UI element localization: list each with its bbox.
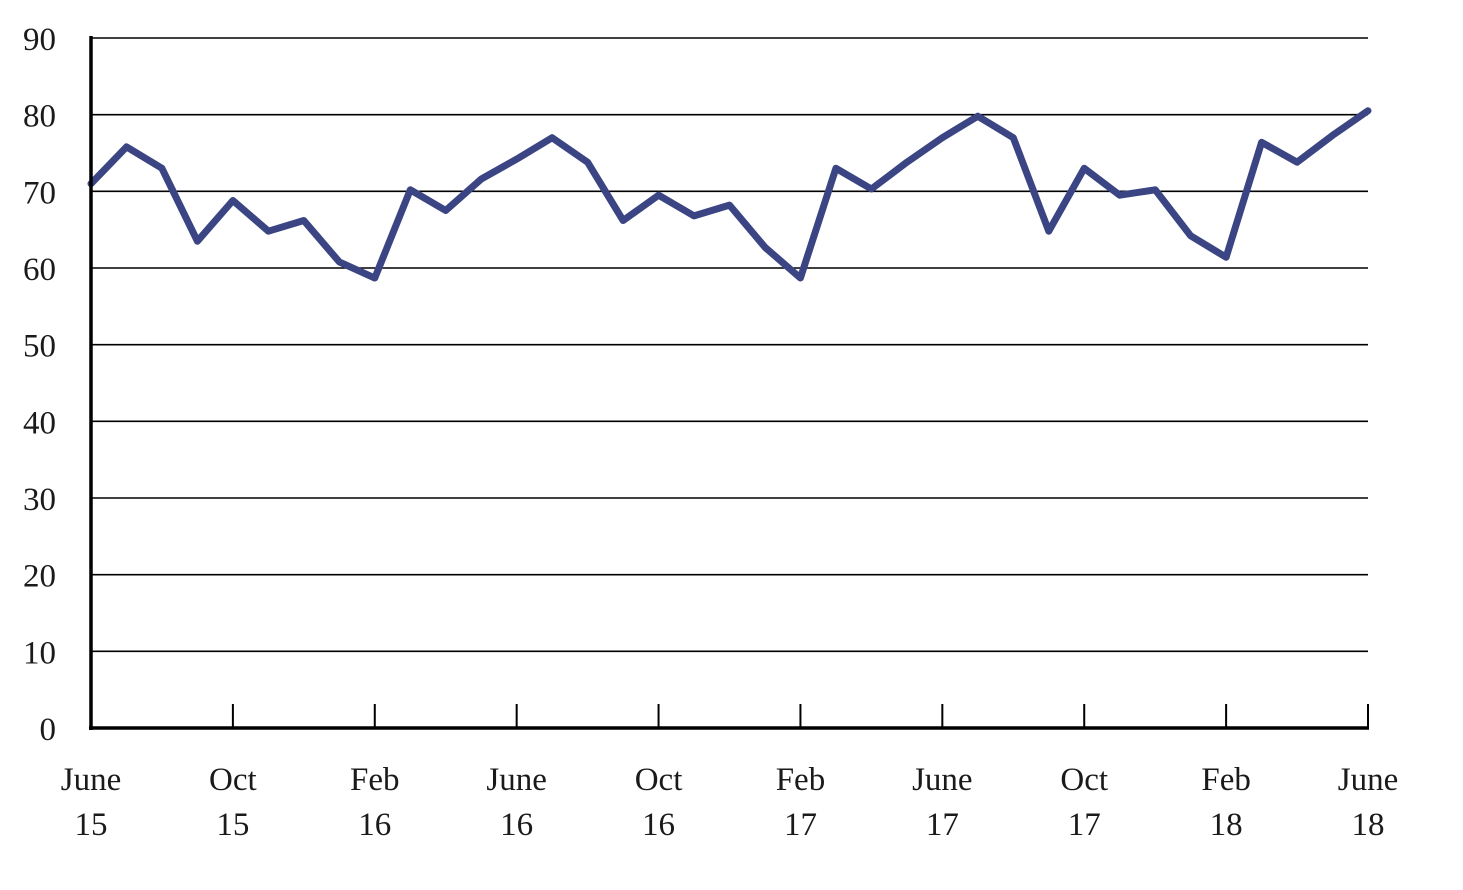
- data-point-2016-11: [691, 213, 697, 219]
- x-tick-label-0-line2: 15: [75, 807, 108, 843]
- x-tick-labels: June 15 Oct 15 Feb 16 June 16 Oct 16 Feb 17 June 17 Oc…: [61, 762, 1399, 843]
- x-tick-label-6-line2: 17: [926, 807, 959, 843]
- gridlines: [91, 37, 1368, 653]
- data-point-2016-07: [549, 135, 555, 141]
- axes: [89, 36, 1369, 730]
- data-point-2016-08: [585, 159, 591, 165]
- data-point-2016-06: [514, 156, 520, 162]
- x-tick-label-5-line2: 17: [784, 807, 817, 843]
- data-point-2018-05: [1330, 132, 1336, 138]
- y-tick-label-40: 40: [23, 405, 56, 441]
- data-point-2018-03: [1259, 139, 1265, 145]
- data-point-2017-10: [1081, 165, 1087, 171]
- data-point-2016-03: [407, 187, 413, 193]
- x-tick-label-7-line2: 17: [1068, 807, 1101, 843]
- data-point-2017-12: [1152, 187, 1158, 193]
- data-point-2017-11: [1117, 192, 1123, 198]
- x-tick-label-8-line1: Feb: [1201, 762, 1251, 798]
- x-tick-label-7-line1: Oct: [1060, 762, 1108, 798]
- x-tick-label-9-line1: June: [1338, 762, 1399, 798]
- data-point-2017-02: [797, 275, 803, 281]
- x-tick-label-6-line1: June: [912, 762, 973, 798]
- data-point-2018-06: [1365, 108, 1371, 114]
- x-tick-label-3-line1: June: [486, 762, 547, 798]
- x-tick-label-8-line2: 18: [1210, 807, 1243, 843]
- data-point-2017-01: [762, 244, 768, 250]
- data-point-2016-02: [372, 275, 378, 281]
- data-point-2017-04: [868, 186, 874, 192]
- x-tick-label-2-line1: Feb: [350, 762, 400, 798]
- y-tick-label-60: 60: [23, 252, 56, 288]
- data-point-2015-09: [194, 238, 200, 244]
- x-tick-label-1-line2: 15: [216, 807, 249, 843]
- series-layer: [87, 107, 1372, 282]
- y-tick-label-20: 20: [23, 559, 56, 595]
- data-point-2015-10: [230, 198, 236, 204]
- x-tick-label-9-line2: 18: [1352, 807, 1385, 843]
- data-point-2018-02: [1223, 254, 1229, 260]
- y-tick-label-70: 70: [23, 175, 56, 211]
- y-tick-label-30: 30: [23, 482, 56, 518]
- data-point-2015-11: [265, 228, 271, 234]
- x-tick-label-4-line2: 16: [642, 807, 675, 843]
- data-point-2015-12: [301, 218, 307, 224]
- y-tick-label-80: 80: [23, 99, 56, 135]
- data-point-2016-05: [478, 176, 484, 182]
- x-tick-label-1-line1: Oct: [209, 762, 257, 798]
- data-point-2017-03: [833, 165, 839, 171]
- x-tick-label-2-line2: 16: [358, 807, 391, 843]
- x-tick-label-3-line2: 16: [500, 807, 533, 843]
- x-tick-label-4-line1: Oct: [635, 762, 683, 798]
- data-point-2017-06: [939, 135, 945, 141]
- data-point-2018-04: [1294, 159, 1300, 165]
- data-point-2015-07: [124, 144, 130, 150]
- data-point-2017-05: [904, 159, 910, 165]
- data-point-2017-08: [1010, 135, 1016, 141]
- y-tick-label-50: 50: [23, 329, 56, 365]
- y-tick-label-90: 90: [23, 22, 56, 58]
- data-point-2018-01: [1188, 233, 1194, 239]
- data-point-2017-07: [975, 113, 981, 119]
- y-tick-labels: 0 10 20 30 40 50 60 70 80 90: [23, 22, 56, 748]
- y-tick-label-0: 0: [40, 712, 57, 748]
- data-point-2015-08: [159, 165, 165, 171]
- data-point-2016-09: [620, 218, 626, 224]
- x-tick-label-5-line1: Feb: [776, 762, 826, 798]
- data-point-2016-10: [656, 192, 662, 198]
- data-point-2016-12: [727, 202, 733, 208]
- data-point-2017-09: [1046, 228, 1052, 234]
- data-point-2016-04: [443, 208, 449, 214]
- x-tick-label-0-line1: June: [61, 762, 122, 798]
- series-line-0: [87, 107, 1372, 282]
- data-point-2016-01: [336, 259, 342, 265]
- y-tick-label-10: 10: [23, 635, 56, 671]
